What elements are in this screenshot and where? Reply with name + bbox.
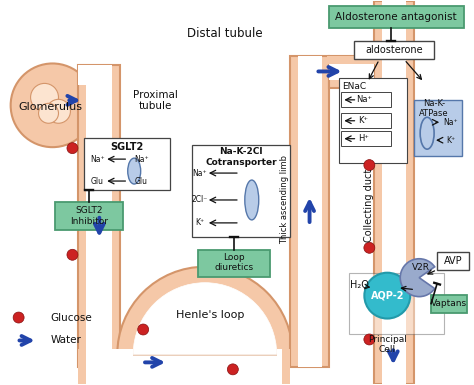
Bar [349,273,444,335]
Text: ENaC: ENaC [342,82,366,91]
Bar [341,92,391,107]
Bar [78,65,90,85]
Bar [383,1,406,384]
Circle shape [364,160,375,171]
Text: 2Cl⁻: 2Cl⁻ [192,196,208,204]
Text: Loop
diuretics: Loop diuretics [214,253,254,273]
Bar [414,100,462,156]
Text: Na⁺: Na⁺ [356,95,373,104]
Circle shape [364,242,375,253]
Text: Proximal
tubule: Proximal tubule [133,90,178,111]
Text: Thick ascending limb: Thick ascending limb [280,156,289,244]
Bar [341,131,391,146]
Circle shape [31,84,58,111]
Bar [86,350,133,385]
Text: Glomerulus: Glomerulus [18,102,82,112]
Bar [78,350,133,385]
Circle shape [13,312,24,323]
Bar [277,350,290,385]
Bar [78,65,120,367]
Text: K⁺: K⁺ [447,136,456,145]
Bar [290,55,329,367]
Bar [437,252,469,270]
Bar [198,250,270,277]
Text: Glu: Glu [91,177,104,186]
Text: H₂O: H₂O [350,280,369,290]
Text: K⁺: K⁺ [195,218,204,228]
Bar [329,64,374,80]
Text: Vaptans: Vaptans [431,299,467,308]
Bar [84,138,170,190]
Text: Water: Water [51,335,82,345]
Circle shape [46,99,71,123]
Circle shape [67,143,78,154]
Ellipse shape [128,158,141,184]
Ellipse shape [245,180,259,220]
Bar [192,145,290,237]
Bar [329,55,374,89]
Circle shape [364,334,375,345]
Bar [328,55,376,64]
Bar [341,113,391,128]
Text: H⁺: H⁺ [358,134,369,143]
Circle shape [365,273,410,318]
Bar [55,202,123,230]
Bar [86,65,112,367]
Text: SGLT2: SGLT2 [110,142,144,152]
Text: aldosterone: aldosterone [365,45,423,55]
Circle shape [67,249,78,260]
Text: Na⁺: Na⁺ [134,155,148,164]
Text: Na⁺: Na⁺ [90,155,105,164]
Bar [277,350,282,385]
Text: Collecting duct: Collecting duct [365,168,374,241]
Bar [355,40,434,60]
Text: Principal
Cell: Principal Cell [368,335,407,354]
Text: Glucose: Glucose [51,313,92,323]
Circle shape [38,103,58,123]
Text: SGLT2
Inhibitor: SGLT2 Inhibitor [70,206,109,226]
Bar [329,6,464,28]
Text: Na-K-2Cl
Cotransporter: Na-K-2Cl Cotransporter [205,147,277,167]
Wedge shape [133,283,277,355]
Circle shape [10,64,94,147]
Text: Glu: Glu [135,177,148,186]
Text: Na⁺: Na⁺ [444,118,458,127]
Bar [374,1,414,384]
Bar [431,295,467,313]
Circle shape [228,364,238,375]
Text: Distal tubule: Distal tubule [187,27,263,40]
Bar [339,79,407,163]
Text: AQP-2: AQP-2 [371,291,404,301]
Text: Na-K-
ATPase: Na-K- ATPase [419,99,449,118]
Text: K⁺: K⁺ [358,116,368,125]
Wedge shape [117,267,292,355]
Bar [78,65,90,85]
Text: Henle's loop: Henle's loop [176,310,244,320]
Text: Na⁺: Na⁺ [192,169,207,177]
Ellipse shape [420,117,434,149]
Circle shape [137,324,149,335]
Text: AVP: AVP [444,256,462,266]
Text: V2R: V2R [412,263,430,272]
Text: Aldosterone antagonist: Aldosterone antagonist [336,12,457,22]
Bar [298,55,321,367]
Wedge shape [400,259,435,296]
